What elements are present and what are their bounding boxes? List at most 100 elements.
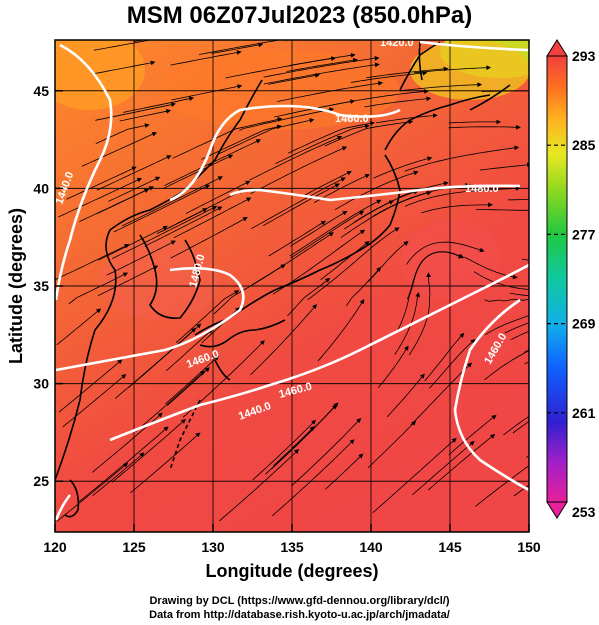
y-tick-label: 45 xyxy=(33,83,49,99)
streamline xyxy=(268,73,320,85)
streamline xyxy=(189,40,192,41)
contour-label-3: 1480.0 xyxy=(465,183,499,195)
streamline xyxy=(62,374,127,428)
streamline xyxy=(448,119,502,125)
geopotential-contours xyxy=(55,40,529,521)
streamline xyxy=(239,107,335,131)
y-tick-label: 40 xyxy=(33,180,49,196)
streamline xyxy=(96,155,172,191)
streamline xyxy=(377,345,409,389)
streamline xyxy=(98,225,168,261)
streamline xyxy=(277,80,384,102)
streamline xyxy=(113,184,211,233)
x-tick-label: 135 xyxy=(280,539,304,555)
x-tick-label: 145 xyxy=(438,539,462,555)
streamline xyxy=(135,370,205,432)
streamline xyxy=(404,145,520,172)
y-axis-title: Latitude (degrees) xyxy=(6,208,26,364)
streamline xyxy=(424,332,465,382)
streamline xyxy=(81,132,158,167)
streamline xyxy=(400,82,483,92)
streamline xyxy=(353,189,419,223)
page-title: MSM 06Z07Jul2023 (850.0hPa) xyxy=(126,2,473,29)
streamline xyxy=(111,418,187,483)
streamline xyxy=(366,66,449,79)
streamline xyxy=(289,199,382,257)
x-tick-label: 120 xyxy=(43,539,67,555)
streamline xyxy=(219,448,300,522)
credit-data: Data from http://database.rish.kyoto-u.a… xyxy=(149,609,450,621)
streamline xyxy=(94,60,156,74)
streamline xyxy=(56,308,102,346)
streamline xyxy=(291,417,362,487)
streamline xyxy=(272,439,355,517)
streamline xyxy=(211,42,264,54)
streamline xyxy=(479,162,529,171)
streamline xyxy=(473,271,529,291)
streamline xyxy=(405,186,521,207)
streamline xyxy=(372,437,457,514)
y-tick-label: 25 xyxy=(33,473,49,489)
streamline xyxy=(121,176,223,227)
streamline xyxy=(170,50,242,66)
streamline xyxy=(324,453,364,490)
streamline xyxy=(106,240,176,276)
streamline xyxy=(275,123,370,165)
streamline xyxy=(367,420,417,469)
map-field: 1440.0 1460.0 1480.0 1480.0 1460.0 1440.… xyxy=(55,37,529,532)
streamline xyxy=(115,327,197,399)
streamline xyxy=(66,166,137,200)
colorbar: 293 285 277 269 261 253 xyxy=(546,39,596,520)
streamline xyxy=(119,108,172,122)
x-tick-label: 130 xyxy=(201,539,225,555)
streamline xyxy=(304,171,352,196)
streamline xyxy=(252,419,316,481)
streamline xyxy=(165,355,220,405)
x-tick-label: 150 xyxy=(517,539,541,555)
y-tick-label: 35 xyxy=(33,278,49,294)
streamline xyxy=(166,328,213,371)
streamlines xyxy=(55,40,529,522)
streamline xyxy=(112,205,218,259)
streamline xyxy=(448,124,521,130)
streamline xyxy=(185,180,251,214)
streamline xyxy=(134,40,145,42)
streamline xyxy=(268,220,327,257)
streamline xyxy=(93,40,153,51)
streamline xyxy=(170,217,248,259)
contour-label-8: 1420.0 xyxy=(380,37,414,49)
streamline xyxy=(412,440,475,496)
streamline xyxy=(410,362,473,426)
streamline xyxy=(265,402,339,475)
streamline xyxy=(263,183,340,226)
streamline xyxy=(123,96,195,113)
streamline xyxy=(163,154,234,189)
contour-label-2: 1460.0 xyxy=(335,113,369,125)
streamline xyxy=(503,415,529,436)
streamline xyxy=(448,414,497,456)
streamline xyxy=(250,146,348,195)
streamline xyxy=(58,177,143,218)
streamline xyxy=(484,315,529,336)
streamline xyxy=(213,264,286,315)
streamline xyxy=(144,206,223,247)
streamline xyxy=(484,350,529,381)
streamline xyxy=(172,117,283,159)
streamline xyxy=(95,102,177,121)
streamline xyxy=(475,465,529,507)
streamline xyxy=(290,210,348,247)
streamline xyxy=(476,209,529,211)
streamline xyxy=(273,426,315,467)
streamline xyxy=(288,121,375,154)
streamline xyxy=(375,113,438,124)
streamline xyxy=(286,57,358,72)
colorbar-label: 261 xyxy=(572,405,596,421)
streamline xyxy=(264,62,380,85)
streamline xyxy=(95,123,150,144)
streamline xyxy=(56,462,129,522)
streamline xyxy=(55,243,130,281)
streamline xyxy=(368,241,409,282)
x-axis-title: Longitude (degrees) xyxy=(205,561,378,581)
streamline xyxy=(320,241,370,281)
